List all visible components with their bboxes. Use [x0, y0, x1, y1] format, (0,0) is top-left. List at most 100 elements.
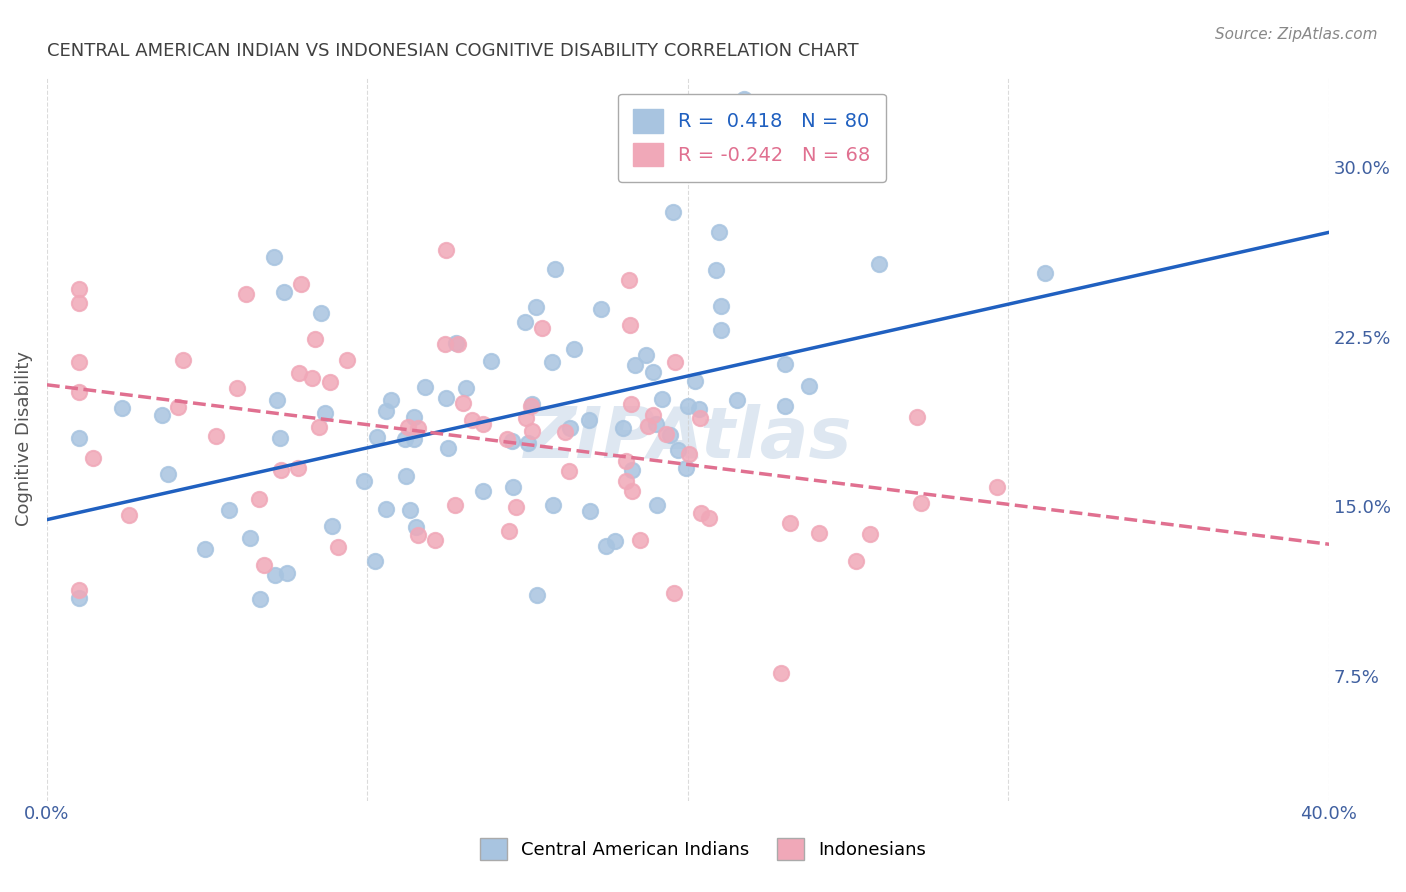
Point	[621, 484, 644, 499]
Point	[655, 426, 678, 441]
Point	[623, 358, 645, 372]
Point	[505, 500, 527, 515]
Point	[264, 568, 287, 582]
Point	[678, 447, 700, 461]
Point	[699, 511, 721, 525]
Point	[375, 404, 398, 418]
Point	[733, 92, 755, 106]
Point	[194, 541, 217, 556]
Point	[530, 321, 553, 335]
Point	[436, 392, 458, 406]
Point	[591, 302, 613, 317]
Point	[150, 408, 173, 422]
Point	[647, 498, 669, 512]
Point	[520, 424, 543, 438]
Point	[662, 586, 685, 600]
Point	[239, 531, 262, 545]
Legend: R =  0.418   N = 80, R = -0.242   N = 68: R = 0.418 N = 80, R = -0.242 N = 68	[617, 94, 886, 182]
Point	[374, 502, 396, 516]
Point	[645, 417, 668, 432]
Point	[67, 431, 90, 445]
Point	[773, 399, 796, 413]
Point	[661, 204, 683, 219]
Point	[290, 277, 312, 291]
Legend: Central American Indians, Indonesians: Central American Indians, Indonesians	[465, 823, 941, 874]
Point	[643, 365, 665, 379]
Point	[396, 420, 419, 434]
Point	[666, 442, 689, 457]
Point	[364, 554, 387, 568]
Point	[554, 425, 576, 439]
Point	[496, 433, 519, 447]
Point	[304, 332, 326, 346]
Point	[498, 524, 520, 538]
Point	[544, 262, 567, 277]
Point	[67, 583, 90, 598]
Point	[406, 421, 429, 435]
Point	[619, 318, 641, 332]
Text: Source: ZipAtlas.com: Source: ZipAtlas.com	[1215, 27, 1378, 42]
Point	[579, 504, 602, 518]
Point	[517, 435, 540, 450]
Text: ZIPAtlas: ZIPAtlas	[523, 404, 852, 473]
Point	[471, 417, 494, 432]
Point	[605, 533, 627, 548]
Point	[314, 406, 336, 420]
Point	[394, 432, 416, 446]
Point	[366, 430, 388, 444]
Point	[595, 539, 617, 553]
Point	[643, 409, 665, 423]
Point	[288, 366, 311, 380]
Point	[1033, 266, 1056, 280]
Point	[157, 467, 180, 481]
Point	[515, 316, 537, 330]
Point	[845, 554, 868, 568]
Point	[402, 432, 425, 446]
Point	[479, 354, 502, 368]
Point	[501, 434, 523, 448]
Point	[226, 381, 249, 395]
Point	[520, 396, 543, 410]
Y-axis label: Cognitive Disability: Cognitive Disability	[15, 351, 32, 526]
Point	[353, 475, 375, 489]
Point	[797, 378, 820, 392]
Point	[326, 541, 349, 555]
Point	[620, 397, 643, 411]
Point	[634, 348, 657, 362]
Point	[249, 591, 271, 606]
Point	[471, 483, 494, 498]
Point	[413, 380, 436, 394]
Point	[725, 392, 748, 407]
Point	[558, 464, 581, 478]
Point	[628, 533, 651, 547]
Text: CENTRAL AMERICAN INDIAN VS INDONESIAN COGNITIVE DISABILITY CORRELATION CHART: CENTRAL AMERICAN INDIAN VS INDONESIAN CO…	[46, 42, 859, 60]
Point	[437, 441, 460, 455]
Point	[540, 355, 562, 369]
Point	[707, 225, 730, 239]
Point	[434, 337, 457, 351]
Point	[502, 481, 524, 495]
Point	[461, 413, 484, 427]
Point	[779, 516, 801, 530]
Point	[868, 256, 890, 270]
Point	[520, 399, 543, 413]
Point	[637, 418, 659, 433]
Point	[562, 343, 585, 357]
Point	[270, 463, 292, 477]
Point	[67, 384, 90, 399]
Point	[266, 392, 288, 407]
Point	[526, 588, 548, 602]
Point	[688, 402, 710, 417]
Point	[451, 396, 474, 410]
Point	[308, 420, 330, 434]
Point	[683, 374, 706, 388]
Point	[614, 475, 637, 489]
Point	[204, 429, 226, 443]
Point	[986, 480, 1008, 494]
Point	[444, 336, 467, 351]
Point	[444, 499, 467, 513]
Point	[67, 354, 90, 368]
Point	[447, 337, 470, 351]
Point	[808, 526, 831, 541]
Point	[905, 409, 928, 424]
